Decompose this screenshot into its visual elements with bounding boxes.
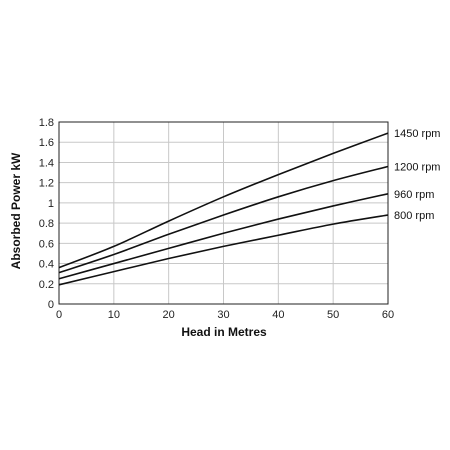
series-line-1450-rpm (58, 132, 389, 269)
y-tick-label: 0.8 (39, 218, 54, 230)
series-line-1200-rpm (58, 165, 389, 274)
series-labels: 1450 rpm 1200 rpm 960 rpm 800 rpm (394, 128, 440, 222)
series-line-960-rpm (58, 193, 389, 280)
x-tick-label: 40 (272, 309, 284, 321)
y-tick-labels: 0 0.2 0.4 0.6 0.8 1 1.2 1.4 1.6 1.8 (39, 117, 54, 311)
series-label: 1450 rpm (394, 128, 440, 140)
series-line-800-rpm (58, 214, 389, 286)
y-axis-title: Absorbed Power kW (9, 152, 23, 269)
y-tick-label: 0.2 (39, 279, 54, 291)
y-tick-label: 0.6 (39, 238, 54, 250)
x-axis-title: Head in Metres (181, 325, 267, 339)
series-label: 960 rpm (394, 189, 434, 201)
x-tick-label: 0 (56, 309, 62, 321)
series-label: 1200 rpm (394, 161, 440, 173)
y-tick-label: 0 (48, 299, 54, 311)
x-tick-label: 30 (217, 309, 229, 321)
grid (58, 121, 389, 305)
y-tick-label: 0.4 (39, 259, 54, 271)
y-tick-label: 1.2 (39, 178, 54, 190)
y-tick-label: 1 (48, 198, 54, 210)
x-tick-label: 10 (108, 309, 120, 321)
x-tick-label: 50 (327, 309, 339, 321)
series-label: 800 rpm (394, 210, 434, 222)
series-lines (58, 132, 389, 286)
y-tick-label: 1.8 (39, 117, 54, 129)
plot-frame (58, 121, 389, 305)
x-tick-labels: 0 10 20 30 40 50 60 (56, 309, 394, 321)
x-tick-label: 60 (382, 309, 394, 321)
x-tick-label: 20 (163, 309, 175, 321)
y-tick-label: 1.4 (39, 157, 54, 169)
y-tick-label: 1.6 (39, 137, 54, 149)
